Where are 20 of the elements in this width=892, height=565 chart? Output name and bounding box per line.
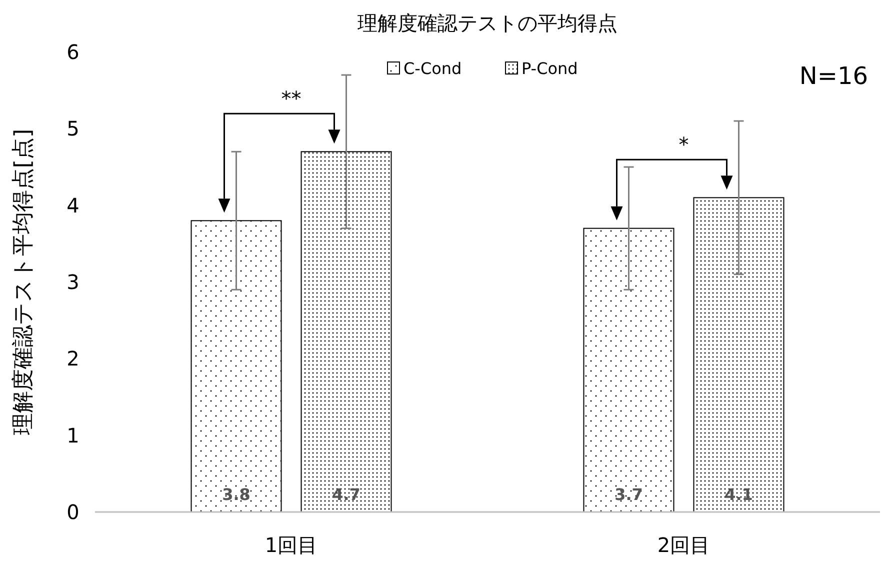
data-label: 3.8	[222, 485, 250, 504]
y-tick-label: 5	[66, 116, 80, 141]
chart-title: 理解度確認テストの平均得点	[358, 11, 618, 35]
y-axis-title: 理解度確認テスト平均得点[点]	[11, 128, 36, 436]
legend-label: C-Cond	[404, 59, 462, 78]
annotation: **	[281, 86, 302, 111]
legend-label: P-Cond	[522, 59, 578, 78]
y-tick-label: 4	[66, 193, 80, 218]
x-tick-label: 1回目	[264, 533, 318, 557]
x-tick-label: 2回目	[657, 533, 710, 557]
data-label: 3.7	[614, 485, 643, 504]
y-tick-label: 6	[66, 40, 80, 64]
annotation: N=16	[799, 62, 868, 90]
y-tick-label: 0	[66, 500, 80, 524]
y-tick-label: 3	[66, 270, 80, 294]
data-label: 4.7	[332, 485, 360, 504]
y-tick-label: 2	[66, 346, 80, 371]
y-tick-label: 1	[66, 423, 80, 448]
data-label: 4.1	[724, 485, 753, 504]
annotation: *	[678, 132, 689, 157]
